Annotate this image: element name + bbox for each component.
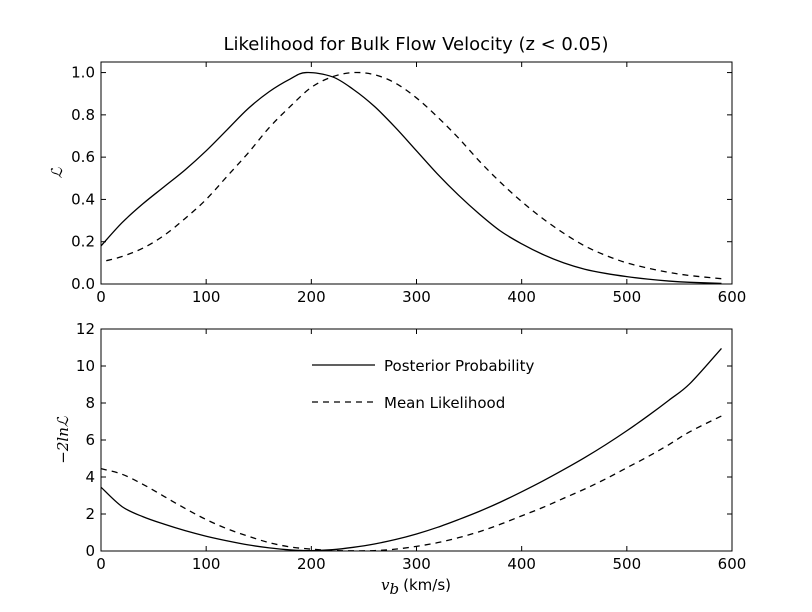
log-likelihood-x-tick-label: 100 <box>192 555 221 573</box>
likelihood-series-posterior-probability <box>100 71 722 285</box>
log-likelihood-x-tick-label: 600 <box>718 555 747 573</box>
likelihood-y-tick-label: 0.0 <box>71 275 95 293</box>
likelihood-x-tick-label: 0 <box>96 288 106 306</box>
log-likelihood-y-tick-label: 4 <box>85 468 95 486</box>
x-axis-label-unit: (km/s) <box>403 576 451 594</box>
likelihood-series-mean-likelihood <box>106 71 722 280</box>
log-likelihood-y-tick-label: 12 <box>76 320 95 338</box>
log-likelihood-y-label: −2lnℒ <box>54 415 72 464</box>
log-likelihood-y-tick-label: 6 <box>85 431 95 449</box>
chart-title: Likelihood for Bulk Flow Velocity (z < 0… <box>223 34 608 55</box>
likelihood-series-group <box>100 71 722 285</box>
log-likelihood-series-group <box>100 347 722 552</box>
log-likelihood-panel: 0 100 200 300 400 500 600 0 2 4 6 8 10 12 −2lnℒ vb (km… <box>54 320 746 598</box>
log-likelihood-x-tick-label: 300 <box>402 555 431 573</box>
log-likelihood-y-tick-label: 10 <box>76 357 95 375</box>
legend-label-posterior: Posterior Probability <box>384 357 534 375</box>
likelihood-y-tick-label: 0.8 <box>71 106 95 124</box>
log-likelihood-series-mean-likelihood <box>100 415 722 552</box>
likelihood-y-tick-label: 0.6 <box>71 148 95 166</box>
likelihood-y-label: ℒ <box>48 166 66 178</box>
legend: Posterior Probability Mean Likelihood <box>312 357 534 412</box>
likelihood-x-tick-label: 200 <box>297 288 326 306</box>
log-likelihood-ticks: 0 100 200 300 400 500 600 0 2 4 6 8 10 12 <box>76 320 746 573</box>
likelihood-panel: Likelihood for Bulk Flow Velocity (z < 0… <box>48 34 746 306</box>
likelihood-y-tick-label: 0.2 <box>71 233 95 251</box>
likelihood-x-tick-label: 300 <box>402 288 431 306</box>
x-axis-label: vb (km/s) <box>381 576 451 598</box>
likelihood-x-tick-label: 100 <box>192 288 221 306</box>
log-likelihood-y-tick-label: 2 <box>85 505 95 523</box>
log-likelihood-x-tick-label: 500 <box>613 555 642 573</box>
log-likelihood-x-tick-label: 400 <box>507 555 536 573</box>
log-likelihood-y-tick-label: 0 <box>85 542 95 560</box>
likelihood-y-tick-label: 1.0 <box>71 64 95 82</box>
likelihood-x-tick-label: 600 <box>718 288 747 306</box>
likelihood-y-tick-label: 0.4 <box>71 190 95 208</box>
log-likelihood-series-posterior-probability <box>100 347 722 552</box>
x-axis-label-sub: b <box>390 580 400 598</box>
likelihood-ticks: 0 100 200 300 400 500 600 0.0 0.2 0.4 0.6 0.8 1.0 <box>71 62 746 306</box>
likelihood-x-tick-label: 500 <box>613 288 642 306</box>
log-likelihood-x-tick-label: 0 <box>96 555 106 573</box>
likelihood-x-tick-label: 400 <box>507 288 536 306</box>
log-likelihood-y-tick-label: 8 <box>85 394 95 412</box>
legend-label-mean: Mean Likelihood <box>384 394 505 412</box>
x-axis-label-var: v <box>381 576 390 594</box>
log-likelihood-x-tick-label: 200 <box>297 555 326 573</box>
